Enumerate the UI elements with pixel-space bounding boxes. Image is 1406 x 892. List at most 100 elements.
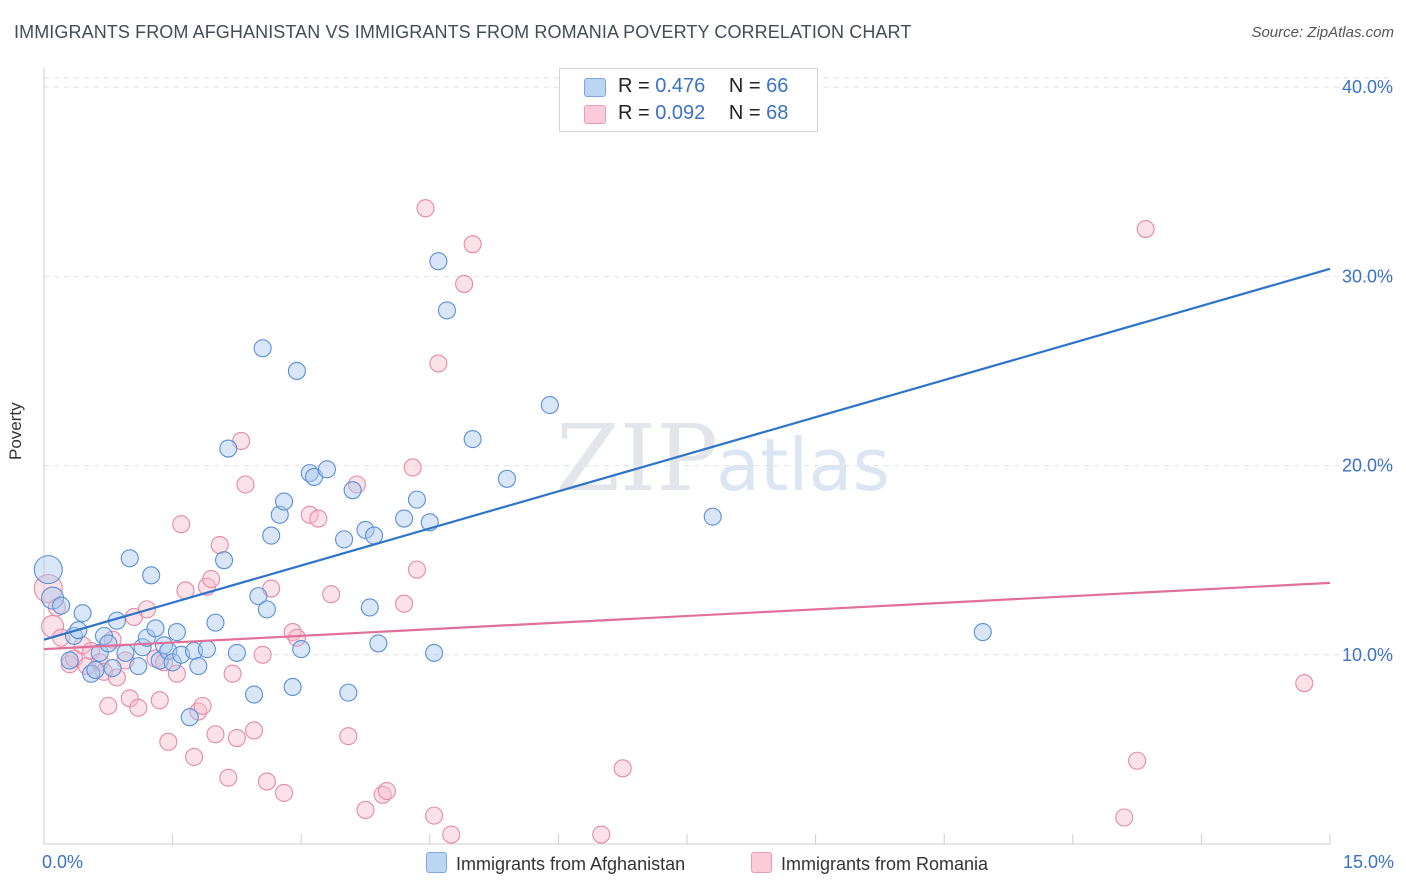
legend-r-value: 0.476 — [655, 75, 706, 97]
data-point — [86, 660, 105, 679]
x-tick-label-max: 15.0% — [1342, 852, 1394, 872]
data-point — [60, 651, 79, 670]
data-point — [197, 640, 216, 659]
data-point — [275, 783, 294, 802]
bottom-legend-swatch-afghanistan — [426, 852, 447, 873]
source-credit: Source: ZipAtlas.com — [1251, 24, 1394, 41]
data-point — [262, 526, 281, 545]
bottom-legend-label-romania: Immigrants from Romania — [781, 854, 989, 874]
data-point — [425, 643, 444, 662]
data-point — [442, 825, 461, 844]
data-point — [973, 623, 992, 642]
bottom-legend-afghanistan: Immigrants from Afghanistan — [426, 852, 685, 875]
data-point — [103, 658, 122, 678]
data-point — [416, 199, 435, 218]
data-point — [99, 696, 118, 715]
data-point — [244, 721, 264, 740]
data-point — [219, 768, 238, 787]
data-point — [227, 643, 246, 662]
bottom-legend-swatch-romania — [751, 852, 772, 873]
data-point — [287, 361, 306, 381]
data-point — [300, 505, 319, 524]
data-point — [339, 727, 358, 746]
afghanistan-points — [33, 252, 992, 727]
data-point — [369, 634, 388, 653]
y-tick-labels: 10.0% 20.0% 30.0% 40.0% — [1342, 77, 1393, 665]
data-point — [99, 634, 118, 653]
data-point — [317, 460, 336, 479]
data-point — [292, 640, 311, 659]
data-point — [116, 643, 135, 662]
data-point — [41, 586, 65, 610]
legend-r-value: 0.092 — [655, 102, 706, 124]
data-point — [497, 469, 517, 488]
data-point — [227, 728, 246, 748]
data-point — [1295, 674, 1314, 693]
legend-r-label: R = — [618, 102, 656, 124]
watermark-zip: ZIP — [556, 405, 718, 512]
data-point — [437, 301, 456, 320]
chart-title: IMMIGRANTS FROM AFGHANISTAN VS IMMIGRANT… — [14, 22, 912, 42]
data-point — [193, 696, 212, 715]
data-point — [703, 507, 722, 526]
data-point — [129, 698, 148, 717]
data-point — [172, 515, 191, 534]
bottom-legend-label-afghanistan: Immigrants from Afghanistan — [456, 854, 686, 874]
data-point — [360, 598, 379, 617]
gridlines — [44, 77, 1392, 656]
bottom-legend-romania: Immigrants from Romania — [751, 852, 988, 875]
legend-n-label: N = — [728, 75, 767, 97]
data-point — [257, 772, 276, 791]
data-point — [249, 587, 268, 606]
data-point — [309, 509, 328, 528]
y-tick-label: 30.0% — [1342, 266, 1393, 286]
data-point — [253, 645, 272, 664]
x-tick-label-min: 0.0% — [42, 852, 84, 872]
data-point — [463, 430, 482, 449]
data-point — [52, 596, 71, 615]
legend-n-value: 66 — [766, 75, 789, 97]
data-point — [180, 708, 199, 727]
data-point — [335, 530, 354, 549]
data-point — [184, 747, 204, 767]
data-point — [395, 509, 414, 528]
data-point — [395, 594, 414, 613]
data-point — [107, 668, 126, 687]
data-point — [463, 235, 482, 254]
data-point — [407, 560, 426, 579]
data-point — [283, 677, 302, 697]
data-point — [339, 683, 358, 702]
data-point — [455, 274, 474, 293]
data-point — [120, 549, 139, 568]
data-point — [425, 806, 444, 825]
data-point — [257, 600, 276, 619]
watermark: ZIP atlas — [556, 405, 890, 512]
data-point — [429, 354, 448, 373]
data-point — [356, 800, 375, 819]
data-point — [592, 825, 611, 844]
trend-lines — [43, 267, 1331, 651]
data-point — [343, 481, 362, 500]
data-point — [287, 628, 306, 647]
legend-row-afghanistan: R = 0.476 N = 66 — [584, 75, 789, 98]
romania-points — [33, 199, 1314, 844]
watermark-atlas: atlas — [716, 423, 890, 507]
data-point — [146, 619, 165, 638]
data-point — [365, 526, 384, 545]
data-point — [206, 725, 225, 744]
data-point — [613, 759, 632, 778]
data-point — [202, 570, 221, 589]
data-point — [159, 732, 178, 751]
data-point — [253, 339, 272, 358]
legend-r-label: R = — [618, 75, 656, 97]
data-point — [1115, 808, 1134, 827]
data-point — [322, 585, 341, 604]
data-point — [189, 657, 208, 676]
data-point — [167, 664, 186, 683]
data-point — [150, 691, 169, 710]
data-point — [275, 492, 294, 511]
data-point — [73, 604, 92, 623]
data-point — [429, 252, 448, 271]
data-point — [142, 566, 161, 585]
